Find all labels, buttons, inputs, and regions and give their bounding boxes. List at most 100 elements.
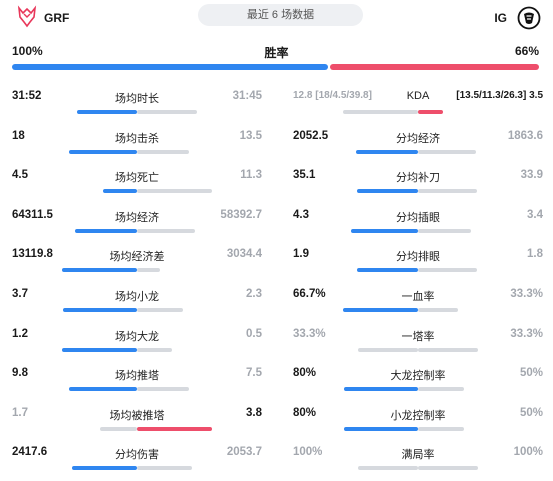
- stat-label: 分均伤害: [115, 449, 159, 462]
- stat-left-value: 2052.5: [293, 129, 329, 142]
- stat-bar-left: [62, 308, 137, 312]
- stat-right-value: 33.3%: [510, 327, 543, 340]
- stat-label: 一血率: [401, 291, 435, 303]
- stat-label: 分均补刀: [396, 172, 440, 185]
- stat-bar-left: [68, 387, 137, 392]
- stat-compare-bar: [62, 149, 212, 154]
- stat-compare-bar: [62, 189, 212, 194]
- stat-compare-bar: [343, 149, 493, 154]
- stat-compare-bar: [343, 466, 493, 471]
- stat-left-value: 2417.6: [12, 446, 48, 459]
- stat-bar-left: [343, 308, 418, 312]
- stat-row: 2417.6 分均伤害 2053.7: [12, 446, 262, 480]
- stat-compare-bar: [62, 268, 212, 273]
- stat-bar-left: [350, 228, 418, 233]
- stat-bar-right: [418, 347, 478, 352]
- stat-bar-right: [137, 268, 160, 273]
- stat-left-value: 66.7%: [293, 288, 326, 300]
- stat-left-value: 12.8 [18/4.5/39.8]: [293, 90, 372, 101]
- stat-bar-right: [137, 308, 183, 312]
- stat-right-value: 50%: [519, 406, 543, 419]
- stat-compare-bar: [62, 110, 212, 114]
- stat-bar-left: [77, 110, 137, 114]
- stat-right-value: 58392.7: [220, 208, 262, 221]
- stat-right-value: 0.5: [246, 327, 262, 340]
- stat-left-value: 80%: [293, 367, 317, 380]
- winrate-left: 100%: [12, 44, 43, 58]
- stat-bar-left: [358, 347, 418, 352]
- stat-label: 满局率: [401, 449, 435, 462]
- stat-compare-bar: [343, 347, 493, 352]
- stat-row: 18 场均击杀 13.5: [12, 130, 262, 164]
- stat-left-value: 1.2: [12, 327, 28, 340]
- stat-bar-left: [62, 268, 137, 273]
- stat-right-value: 2053.7: [226, 446, 262, 459]
- stat-bar-right: [418, 268, 477, 273]
- stat-right-value: 100%: [513, 446, 543, 459]
- stat-bar-left: [103, 189, 137, 194]
- stat-bar-right: [418, 228, 471, 233]
- winrate-label: 胜率: [264, 46, 289, 60]
- stat-row: 80% 小龙控制率 50%: [293, 407, 543, 441]
- stat-compare-bar: [343, 228, 493, 233]
- stat-right-value: 3.4: [527, 208, 543, 221]
- stat-label: 场均被推塔: [109, 409, 165, 422]
- stat-left-value: 100%: [293, 446, 323, 459]
- stat-right-value: 7.5: [246, 367, 262, 380]
- stat-compare-bar: [62, 347, 212, 352]
- stat-row: 100% 满局率 100%: [293, 446, 543, 480]
- stat-label: KDA: [406, 90, 430, 102]
- winrate-row: 100% 胜率 66%: [0, 42, 553, 72]
- stat-bar-right: [418, 308, 458, 312]
- griffin-logo-icon: [14, 5, 40, 31]
- stat-left-value: 31:52: [12, 90, 42, 102]
- stat-bar-right: [137, 426, 212, 431]
- recent-games-label[interactable]: 最近 6 场数据: [198, 4, 363, 26]
- stat-bar-right: [137, 149, 189, 154]
- stat-left-value: 35.1: [293, 169, 316, 182]
- stat-bar-right: [418, 426, 464, 431]
- stat-bar-left: [72, 466, 137, 471]
- stat-right-value: 1.8: [527, 248, 543, 261]
- stat-left-value: 3.7: [12, 288, 28, 300]
- stat-bar-right: [137, 110, 197, 114]
- stat-left-value: 13119.8: [12, 248, 53, 261]
- stat-left-value: 1.9: [293, 248, 309, 261]
- stat-bar-right: [418, 149, 476, 154]
- stat-bar-right: [418, 189, 477, 194]
- stat-label: 分均排眼: [396, 251, 440, 264]
- stat-bar-right: [418, 110, 444, 114]
- stat-row: 64311.5 场均经济 58392.7: [12, 209, 262, 243]
- stat-bar-left: [343, 110, 418, 114]
- stat-bar-right: [418, 387, 464, 392]
- stat-left-value: 33.3%: [293, 327, 326, 340]
- stat-left-value: 9.8: [12, 367, 28, 380]
- ig-logo-icon: [517, 6, 541, 30]
- stat-bar-left: [99, 426, 137, 431]
- stat-row: 2052.5 分均经济 1863.6: [293, 130, 543, 164]
- stat-row: 1.9 分均排眼 1.8: [293, 248, 543, 282]
- stat-row: 1.2 场均大龙 0.5: [12, 328, 262, 362]
- stat-row: 12.8 [18/4.5/39.8] KDA [13.5/11.3/26.3] 3.…: [293, 90, 543, 124]
- stat-left-value: 80%: [293, 406, 317, 419]
- stat-bar-right: [137, 189, 212, 194]
- stat-label: 场均小龙: [115, 291, 159, 303]
- stat-bar-left: [358, 466, 418, 471]
- stat-bar-left: [68, 149, 137, 154]
- stat-right-value: 31:45: [232, 90, 262, 102]
- stat-row: 4.5 场均死亡 11.3: [12, 169, 262, 203]
- winrate-bar-right: [330, 64, 539, 70]
- team-right-name: IG: [494, 11, 507, 25]
- stat-label: 场均经济: [115, 211, 159, 224]
- stat-row: 9.8 场均推塔 7.5: [12, 367, 262, 401]
- stat-left-value: 4.5: [12, 169, 28, 182]
- stat-right-value: 3034.4: [226, 248, 262, 261]
- stat-bar-left: [355, 149, 418, 154]
- stat-row: 80% 大龙控制率 50%: [293, 367, 543, 401]
- stat-label: 小龙控制率: [390, 409, 446, 422]
- stat-right-value: [13.5/11.3/26.3] 3.5: [456, 90, 543, 101]
- winrate-bar-left: [12, 64, 329, 70]
- stat-bar-right: [137, 347, 172, 352]
- stat-compare-bar: [343, 268, 493, 273]
- stat-bar-left: [356, 268, 418, 273]
